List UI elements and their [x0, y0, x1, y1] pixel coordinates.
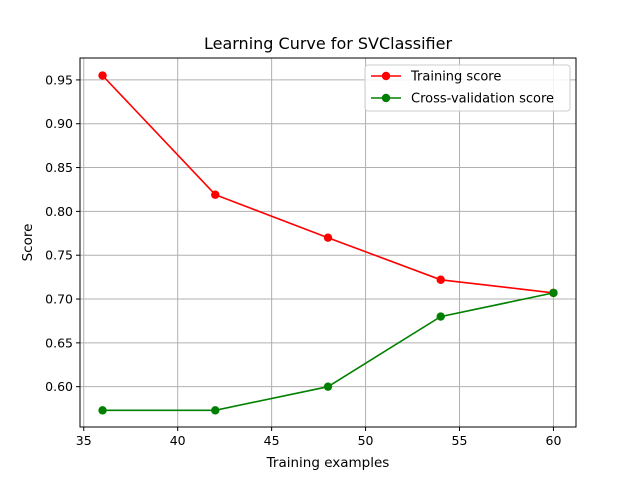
legend-marker	[381, 93, 391, 103]
data-point-training-score	[436, 275, 445, 284]
data-point-training-score	[323, 233, 333, 242]
legend: Training score Cross-validation score	[364, 64, 571, 112]
chart-title: Learning Curve for SVClassifier	[204, 34, 452, 53]
data-point-cross-validation-score	[436, 312, 445, 321]
legend-label: Training score	[410, 70, 501, 85]
y-axis-label: Score	[20, 224, 36, 262]
legend-marker	[381, 71, 391, 81]
data-point-training-score	[211, 190, 220, 199]
y-tick-label: 0.85	[45, 160, 73, 175]
x-tick-label: 55	[452, 433, 468, 448]
data-point-cross-validation-score	[211, 406, 220, 415]
y-tick-label: 0.75	[45, 248, 73, 263]
y-tick-label: 0.80	[45, 204, 73, 219]
series-layer	[98, 71, 558, 415]
legend-label: Cross-validation score	[411, 92, 554, 107]
ticks-layer: 35 40 45 50 55 60 0.60 0.65 0.70 0.75 0.80 0.85 0.90…	[45, 72, 561, 448]
x-tick-label: 45	[264, 433, 280, 448]
grid-layer	[80, 58, 576, 427]
y-tick-label: 0.70	[45, 292, 73, 307]
y-tick-label: 0.65	[45, 335, 73, 350]
y-tick-label: 0.60	[45, 379, 73, 394]
x-axis-label: Training examples	[266, 455, 390, 471]
y-tick-label: 0.90	[45, 116, 73, 131]
x-tick-label: 60	[546, 433, 562, 448]
legend-box	[364, 64, 571, 112]
x-tick-label: 50	[358, 433, 374, 448]
data-point-cross-validation-score	[323, 382, 333, 391]
data-point-training-score	[98, 71, 107, 80]
plot-frame	[79, 57, 577, 428]
x-tick-label: 35	[76, 433, 92, 448]
y-tick-label: 0.95	[45, 72, 73, 87]
data-point-cross-validation-score	[549, 288, 558, 298]
data-point-cross-validation-score	[98, 406, 107, 415]
x-tick-label: 40	[170, 433, 186, 448]
